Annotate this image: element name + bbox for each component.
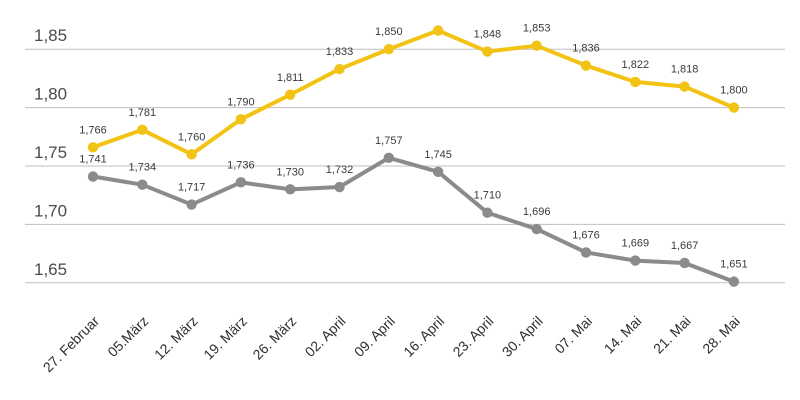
x-tick-label: 21. Mai [650, 313, 694, 357]
data-label: 1,811 [277, 72, 304, 84]
data-label: 1,818 [671, 64, 699, 76]
data-label: 1,669 [622, 238, 650, 250]
y-tick-label: 1,75 [34, 143, 67, 162]
data-point [531, 223, 542, 235]
y-tick-label: 1,65 [34, 260, 67, 279]
data-point [186, 199, 197, 210]
data-label: 1,848 [474, 29, 502, 41]
y-tick-label: 1,70 [34, 201, 67, 220]
data-point [87, 171, 99, 182]
data-label: 1,676 [572, 229, 600, 241]
x-tick-label: 30. April [499, 313, 546, 360]
data-point [728, 276, 740, 287]
x-tick-label: 23. April [449, 313, 496, 360]
data-point [482, 207, 493, 218]
data-label: 1,745 [424, 149, 452, 161]
data-point [334, 63, 345, 75]
x-tick-label: 27. Februar [40, 313, 103, 376]
data-label: 1,781 [129, 107, 157, 119]
data-label: 1,836 [572, 43, 600, 55]
data-point [531, 40, 542, 51]
data-label: 1,734 [129, 162, 157, 174]
x-tick-label: 02. April [302, 313, 349, 360]
x-tick-label: 07. Mai [551, 313, 595, 357]
data-label: 1,696 [523, 206, 551, 218]
y-tick-label: 1,85 [34, 26, 67, 45]
x-tick-label: 28. Mai [699, 313, 743, 357]
data-label: 1,760 [178, 131, 206, 143]
data-point [186, 149, 197, 160]
x-tick-label: 26. März [249, 313, 299, 363]
data-point [137, 179, 148, 190]
data-label: 1,800 [720, 85, 748, 97]
data-label: 1,667 [671, 240, 699, 252]
data-point [383, 44, 394, 55]
data-label: 1,850 [375, 26, 403, 38]
data-point [580, 247, 592, 258]
x-tick-label: 14. Mai [601, 313, 645, 357]
data-label: 1,736 [227, 159, 255, 171]
data-point [580, 60, 592, 71]
data-label: 1,651 [720, 259, 748, 271]
data-point [432, 25, 444, 36]
data-label: 1,833 [326, 46, 354, 58]
series-line-2 [91, 155, 736, 284]
x-tick-label: 09. April [351, 313, 398, 360]
data-label: 1,741 [79, 154, 107, 166]
data-label: 1,766 [79, 124, 107, 136]
data-label: 1,757 [375, 135, 403, 147]
data-point [235, 114, 247, 125]
data-point [383, 152, 394, 164]
data-point [679, 257, 690, 269]
x-tick-label: 05.März [104, 313, 151, 360]
data-point [87, 142, 99, 153]
x-tick-label: 16. April [400, 313, 447, 360]
data-point [235, 177, 247, 188]
data-label: 1,730 [276, 166, 304, 178]
series-line-1 [91, 28, 736, 157]
data-label: 1,710 [474, 190, 502, 202]
data-label: 1,822 [622, 59, 650, 71]
data-label: 1,853 [523, 23, 551, 35]
data-point [285, 89, 296, 100]
data-point [728, 102, 740, 113]
data-label: 1,790 [227, 96, 255, 108]
data-point [482, 46, 493, 57]
data-point [679, 81, 690, 92]
data-point [285, 184, 296, 195]
data-point [137, 124, 148, 135]
data-label: 1,732 [326, 164, 354, 176]
data-point [630, 76, 641, 88]
data-point [630, 255, 641, 266]
data-point [334, 181, 345, 193]
y-tick-label: 1,80 [34, 85, 67, 104]
data-label: 1,717 [178, 182, 206, 194]
x-tick-label: 19. März [200, 313, 250, 363]
x-tick-label: 12. März [151, 313, 201, 363]
data-point [432, 166, 444, 178]
